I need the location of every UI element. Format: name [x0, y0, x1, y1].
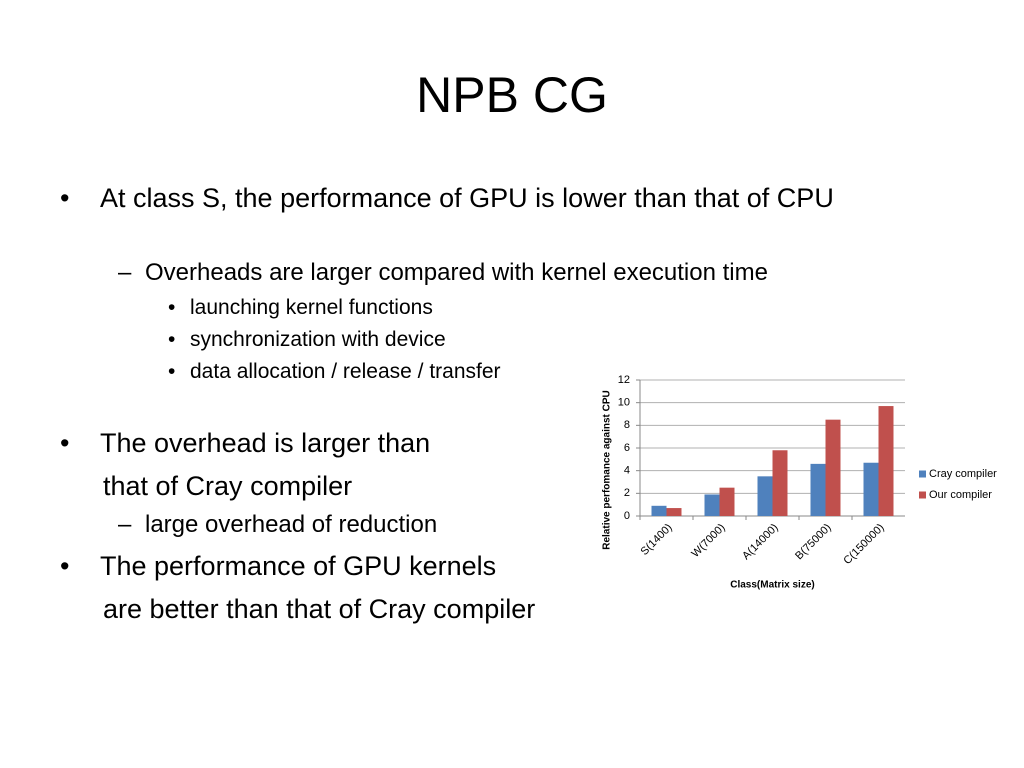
bullet-marker: • — [168, 296, 176, 319]
x-tick-label: C(150000) — [841, 522, 886, 567]
bar — [825, 419, 841, 516]
bullet-text: The performance of GPU kernels — [100, 551, 497, 581]
dash-marker: – — [118, 259, 132, 286]
y-tick-label: 10 — [618, 397, 630, 409]
x-tick-label: S(1400) — [639, 522, 675, 558]
x-axis-title: Class(Matrix size) — [730, 580, 814, 591]
bullet-marker: • — [168, 360, 176, 383]
bullet-text: The overhead is larger than — [100, 428, 431, 458]
bar — [878, 406, 894, 516]
legend-swatch — [919, 491, 926, 499]
sub-bullet-text: large overhead of reduction — [145, 511, 438, 538]
bullet-marker: • — [168, 328, 176, 351]
x-tick-label: A(14000) — [740, 522, 780, 562]
slide-title: NPB CG — [416, 67, 608, 123]
y-tick-label: 12 — [618, 374, 630, 386]
sub-bullet-text: Overheads are larger compared with kerne… — [145, 259, 768, 286]
legend-swatch — [919, 470, 926, 478]
dash-marker: – — [118, 511, 132, 538]
sub-sub-bullet-text: synchronization with device — [190, 328, 446, 351]
bullet-text: At class S, the performance of GPU is lo… — [100, 183, 834, 213]
y-tick-label: 6 — [624, 442, 630, 454]
bullet-marker: • — [60, 428, 70, 458]
bar — [863, 462, 879, 516]
legend-label: Cray compiler — [929, 468, 997, 480]
y-tick-label: 0 — [624, 510, 630, 522]
bar — [719, 487, 735, 516]
bullet-text: are better than that of Cray compiler — [103, 594, 536, 624]
bar — [810, 463, 826, 516]
x-tick-label: B(75000) — [793, 522, 833, 562]
sub-sub-bullet-text: data allocation / release / transfer — [190, 360, 501, 383]
legend-label: Our compiler — [929, 489, 992, 501]
bar — [772, 450, 788, 516]
y-tick-label: 2 — [624, 487, 630, 499]
bullet-marker: • — [60, 183, 70, 213]
bullet-text: that of Cray compiler — [103, 471, 353, 501]
y-axis-title: Relative perfomance against CPU — [602, 390, 613, 550]
y-tick-label: 8 — [624, 419, 630, 431]
bar — [666, 508, 682, 516]
y-tick-label: 4 — [624, 465, 630, 477]
bar — [704, 494, 720, 516]
bullet-marker: • — [60, 551, 70, 581]
x-tick-label: W(7000) — [689, 522, 727, 560]
bar — [651, 505, 667, 516]
sub-sub-bullet-text: launching kernel functions — [190, 296, 433, 319]
bar — [757, 476, 773, 516]
